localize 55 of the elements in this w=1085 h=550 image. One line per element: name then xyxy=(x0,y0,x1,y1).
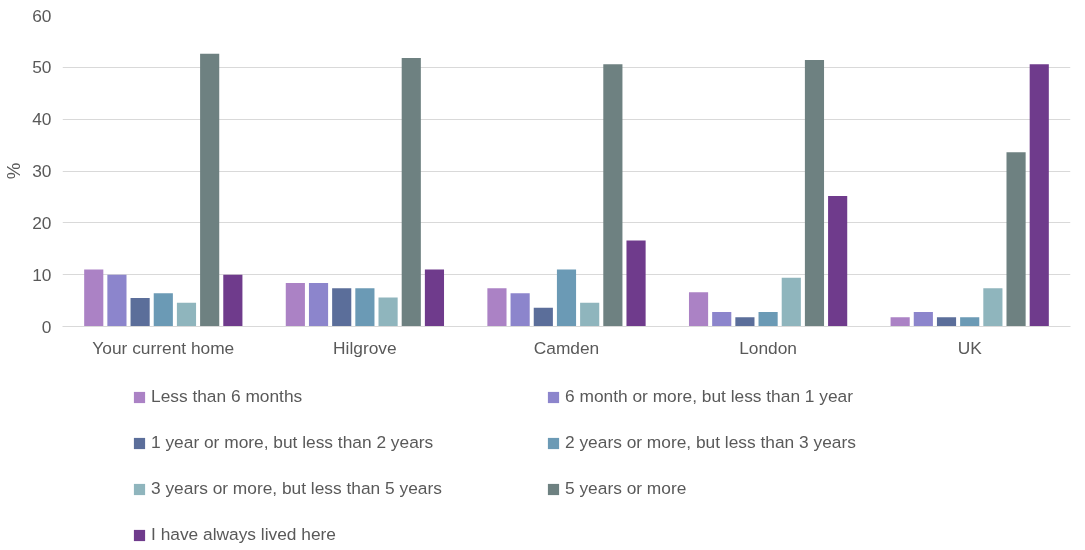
x-tick-label: Hilgrove xyxy=(333,337,397,358)
x-tick-label: Your current home xyxy=(92,337,235,358)
legend-label: 6 month or more, but less than 1 year xyxy=(565,386,854,407)
bar xyxy=(828,195,848,327)
bar xyxy=(913,311,933,327)
bar xyxy=(758,311,778,327)
bar xyxy=(626,240,646,327)
bar xyxy=(556,269,577,327)
legend-label: 2 years or more, but less than 3 years xyxy=(565,432,857,453)
bar xyxy=(153,293,173,327)
bar xyxy=(401,58,421,327)
bar xyxy=(890,317,910,327)
bar xyxy=(355,288,375,327)
bar xyxy=(688,292,709,327)
y-tick-label: 0 xyxy=(41,316,52,337)
bar xyxy=(308,282,329,327)
bar xyxy=(332,288,352,327)
legend-label: 3 years or more, but less than 5 years xyxy=(151,478,443,499)
bar xyxy=(580,302,600,327)
bar xyxy=(84,269,104,327)
bar xyxy=(804,60,825,327)
y-tick-label: 20 xyxy=(32,212,52,233)
bar xyxy=(424,269,445,327)
y-tick-label: 10 xyxy=(32,264,52,285)
bar xyxy=(1006,152,1026,327)
y-tick-label: 30 xyxy=(32,161,52,181)
bar xyxy=(107,274,127,327)
bar xyxy=(533,307,553,327)
bar xyxy=(960,317,980,327)
legend-label: 1 year or more, but less than 2 years xyxy=(151,432,435,453)
bar xyxy=(176,302,197,327)
x-tick-label: UK xyxy=(957,337,983,358)
legend-label: I have always lived here xyxy=(151,524,337,545)
y-tick-label: 60 xyxy=(32,5,52,26)
bar xyxy=(936,317,957,327)
bar xyxy=(603,64,623,327)
x-tick-label: Camden xyxy=(533,337,600,358)
bar xyxy=(983,288,1003,327)
bar xyxy=(378,297,398,327)
legend-label: Less than 6 months xyxy=(151,386,304,407)
x-tick-label: London xyxy=(739,337,798,358)
bar xyxy=(781,277,801,327)
bar xyxy=(223,274,243,327)
y-tick-label: 50 xyxy=(32,57,52,78)
bar xyxy=(285,282,305,327)
bar xyxy=(1029,64,1049,327)
y-tick-label: 40 xyxy=(32,109,52,130)
y-axis-title: % xyxy=(3,162,25,180)
bar xyxy=(130,297,150,327)
legend-label: 5 years or more xyxy=(565,478,688,499)
bar xyxy=(712,311,732,327)
bar xyxy=(200,53,220,327)
bar xyxy=(510,293,530,327)
bar xyxy=(735,317,755,327)
bar xyxy=(487,288,507,327)
